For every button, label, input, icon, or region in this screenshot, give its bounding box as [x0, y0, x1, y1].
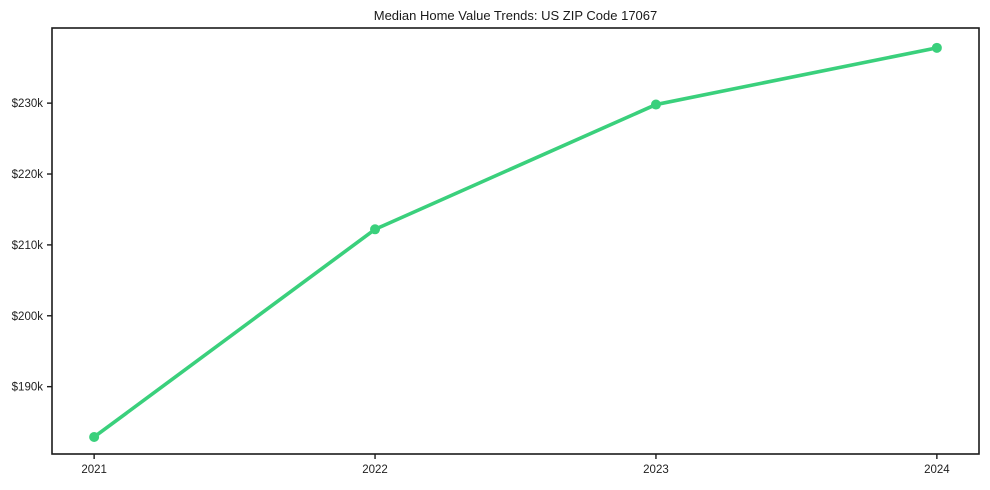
data-point-2021 — [89, 431, 100, 442]
x-axis-tick-label: 2022 — [362, 464, 388, 476]
data-point-2023 — [650, 99, 661, 110]
y-axis-tick-label: $190k — [12, 382, 44, 394]
data-point-2022 — [370, 224, 381, 235]
y-axis-tick-label: $210k — [12, 240, 44, 252]
x-axis-tick-label: 2023 — [643, 464, 669, 476]
y-axis-tick-label: $230k — [12, 98, 44, 110]
data-point-2024 — [931, 42, 942, 53]
x-axis-tick-label: 2024 — [924, 464, 950, 476]
chart-title: Median Home Value Trends: US ZIP Code 17… — [373, 8, 658, 23]
y-axis-tick-label: $200k — [12, 311, 44, 323]
plot-border — [51, 27, 980, 455]
trend-line — [92, 46, 939, 439]
x-axis-tick-label: 2021 — [81, 464, 107, 476]
y-axis-tick-label: $220k — [12, 169, 44, 181]
